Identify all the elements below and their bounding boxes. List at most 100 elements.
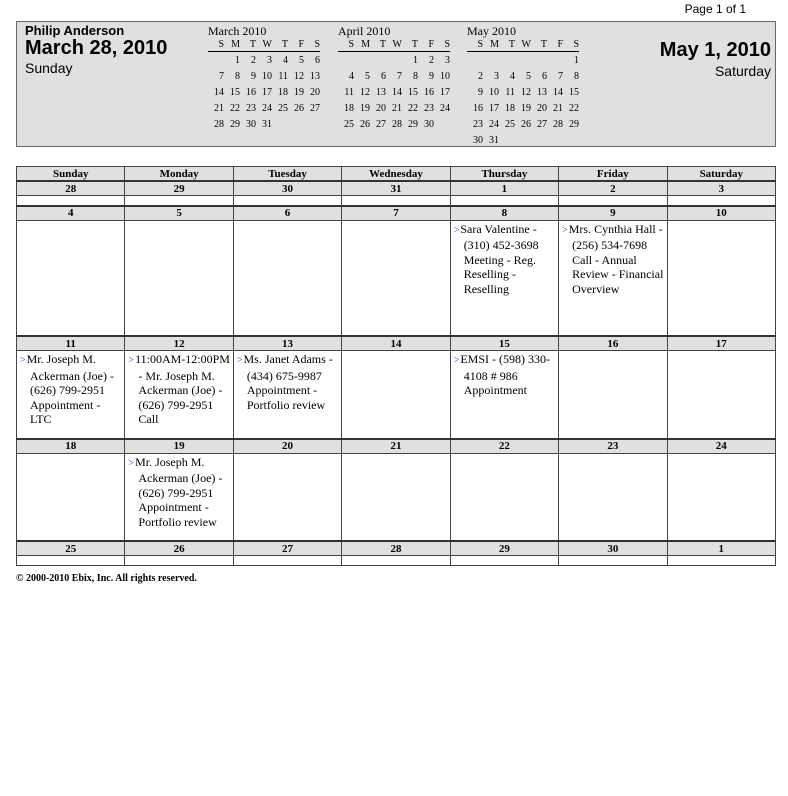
weekday-letter: W [392, 39, 402, 50]
mini-day: 6 [542, 71, 547, 82]
day-cell[interactable] [341, 350, 451, 439]
day-cell[interactable]: >11:00AM-12:00PM - Mr. Joseph M. Ackerma… [124, 350, 234, 439]
calendar-event[interactable]: >Mrs. Cynthia Hall - (256) 534-7698 Call… [559, 221, 666, 297]
weekday-letter: S [348, 39, 354, 50]
mini-day: 15 [230, 87, 240, 98]
mini-day: 4 [349, 71, 354, 82]
day-cell[interactable] [15, 555, 126, 566]
day-cell[interactable]: >Sara Valentine - (310) 452-3698 Meeting… [449, 219, 560, 337]
day-cell[interactable] [666, 555, 777, 566]
calendar-event[interactable]: >Ms. Janet Adams - (434) 675-9987 Appoin… [234, 351, 341, 412]
event-text: 11:00AM-12:00PM - Mr. Joseph M. Ackerman… [135, 352, 230, 426]
day-cell[interactable] [666, 219, 777, 337]
calendar-event[interactable]: >Mr. Joseph M. Ackerman (Joe) - (626) 79… [125, 454, 232, 530]
day-cell[interactable] [449, 555, 560, 566]
mini-day: 15 [569, 87, 579, 98]
date-header: 2 [558, 180, 668, 196]
mini-day: 10 [440, 71, 450, 82]
date-header: 13 [232, 335, 343, 351]
day-cell[interactable] [558, 195, 668, 206]
mini-day: 17 [262, 87, 272, 98]
mini-day: 6 [381, 71, 386, 82]
day-cell[interactable] [341, 219, 451, 337]
event-text: Mr. Joseph M. Ackerman (Joe) - (626) 799… [26, 352, 114, 426]
day-cell[interactable] [124, 195, 234, 206]
event-text: EMSI - (598) 330-4108 # 986 Appointment [460, 352, 550, 397]
mini-calendar-title: May 2010 [467, 24, 516, 38]
day-cell[interactable] [666, 452, 777, 542]
mini-day: 15 [408, 87, 418, 98]
day-cell[interactable] [15, 452, 126, 542]
mini-day [386, 53, 402, 69]
day-cell[interactable] [232, 452, 343, 542]
day-cell[interactable] [666, 195, 777, 206]
date-header: 28 [341, 540, 451, 556]
day-cell[interactable] [558, 452, 668, 542]
day-cell[interactable] [124, 219, 234, 337]
mini-day: 26 [521, 119, 531, 130]
day-cell[interactable] [449, 195, 560, 206]
mini-day [483, 53, 499, 69]
day-cell[interactable]: >Mrs. Cynthia Hall - (256) 534-7698 Call… [558, 219, 668, 337]
day-cell[interactable] [558, 555, 668, 566]
weekday-header: Friday [558, 166, 668, 182]
date-header: 9 [558, 204, 668, 221]
day-cell[interactable] [15, 195, 126, 206]
mini-day: 3 [445, 55, 450, 66]
mini-day: 14 [214, 87, 224, 98]
day-cell[interactable] [666, 350, 777, 439]
mini-day: 20 [310, 87, 320, 98]
day-cell[interactable] [341, 452, 451, 542]
day-cell[interactable]: >EMSI - (598) 330-4108 # 986 Appointment [449, 350, 560, 439]
mini-day: 25 [278, 103, 288, 114]
weekday-header: Wednesday [341, 166, 451, 182]
mini-day: 5 [299, 55, 304, 66]
day-cell[interactable] [558, 350, 668, 439]
day-cell[interactable]: >Ms. Janet Adams - (434) 675-9987 Appoin… [232, 350, 343, 439]
mini-day: 14 [553, 87, 563, 98]
day-cell[interactable] [232, 219, 343, 337]
start-date: March 28, 2010 [25, 37, 168, 59]
date-header: 17 [666, 335, 777, 351]
calendar-event[interactable]: >Mr. Joseph M. Ackerman (Joe) - (626) 79… [17, 351, 124, 427]
mini-day: 3 [494, 71, 499, 82]
weekday-header: Saturday [666, 166, 777, 182]
weekday-letter: F [428, 39, 434, 50]
day-cell[interactable] [232, 195, 343, 206]
weekday-letter: M [231, 39, 240, 50]
mini-day: 22 [408, 103, 418, 114]
date-header: 10 [666, 204, 777, 221]
mini-day: 23 [424, 103, 434, 114]
mini-day: 16 [246, 87, 256, 98]
mini-day: 8 [574, 71, 579, 82]
mini-day: 29 [408, 119, 418, 130]
day-cell[interactable] [124, 555, 234, 566]
calendar-event[interactable]: >EMSI - (598) 330-4108 # 986 Appointment [451, 351, 558, 398]
weekday-letter: T [540, 39, 547, 50]
date-header: 18 [15, 437, 126, 454]
day-cell[interactable] [341, 195, 451, 206]
day-cell[interactable] [15, 219, 126, 337]
weekday-letter: T [379, 39, 386, 50]
weekday-letter: M [361, 39, 370, 50]
day-cell[interactable] [449, 452, 560, 542]
arrow-right-icon: > [562, 224, 568, 236]
mini-day: 28 [392, 119, 402, 130]
day-cell[interactable]: >Mr. Joseph M. Ackerman (Joe) - (626) 79… [15, 350, 126, 439]
mini-day [531, 53, 547, 69]
calendar-event[interactable]: >11:00AM-12:00PM - Mr. Joseph M. Ackerma… [125, 351, 232, 427]
event-text: Sara Valentine - (310) 452-3698 Meeting … [460, 221, 539, 296]
weekday-letter: T [508, 39, 515, 50]
mini-day: 29 [230, 119, 240, 130]
day-cell[interactable] [232, 555, 343, 566]
end-day: Saturday [714, 63, 771, 79]
mini-calendar: April 2010 S M T W T F S 1 2 3 4 5 6 7 8 9 10 11 12 13 14 15 16… [338, 24, 450, 133]
day-cell[interactable] [341, 555, 451, 566]
date-header: 6 [232, 204, 343, 221]
event-text: Ms. Janet Adams - (434) 675-9987 Appoint… [243, 352, 333, 412]
mini-day: 4 [283, 55, 288, 66]
day-cell[interactable]: >Mr. Joseph M. Ackerman (Joe) - (626) 79… [124, 452, 234, 542]
mini-day: 18 [278, 87, 288, 98]
mini-day: 5 [365, 71, 370, 82]
calendar-event[interactable]: >Sara Valentine - (310) 452-3698 Meeting… [451, 221, 558, 297]
